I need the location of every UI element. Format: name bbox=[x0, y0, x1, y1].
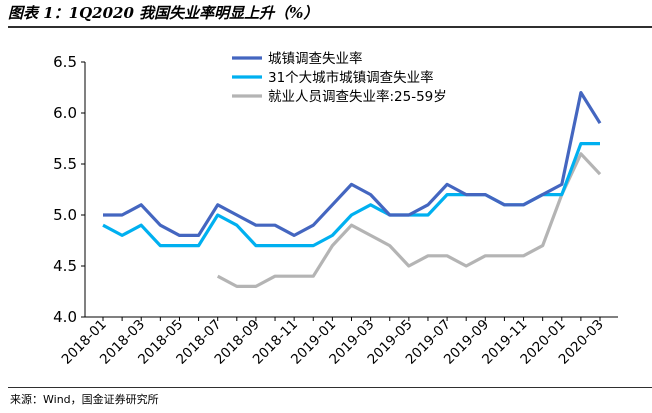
y-tick-label: 6.0 bbox=[53, 104, 77, 122]
series-line-3 bbox=[216, 152, 602, 288]
series-line-2 bbox=[102, 142, 600, 248]
series-lines bbox=[102, 90, 602, 288]
line-chart: 4.04.55.05.56.06.52018-012018-032018-052… bbox=[53, 50, 618, 368]
legend-label-3: 就业人员调查失业率:25-59岁 bbox=[268, 88, 447, 105]
legend-label-2: 31个大城市城镇调查失业率 bbox=[268, 69, 434, 86]
y-tick-label: 4.0 bbox=[53, 308, 77, 326]
title-divider bbox=[8, 26, 652, 28]
legend-label-1: 城镇调查失业率 bbox=[268, 50, 363, 67]
y-tick-label: 5.0 bbox=[53, 206, 77, 224]
series-line-1 bbox=[103, 90, 602, 237]
source-note: 来源：Wind，国金证券研究所 bbox=[10, 393, 159, 406]
figure-title: 图表 1：1Q2020 我国失业率明显上升（%） bbox=[8, 4, 319, 22]
footer-divider bbox=[8, 387, 652, 388]
y-tick-label: 4.5 bbox=[53, 257, 77, 275]
y-tick-label: 5.5 bbox=[53, 155, 77, 173]
y-tick-label: 6.5 bbox=[53, 53, 77, 71]
